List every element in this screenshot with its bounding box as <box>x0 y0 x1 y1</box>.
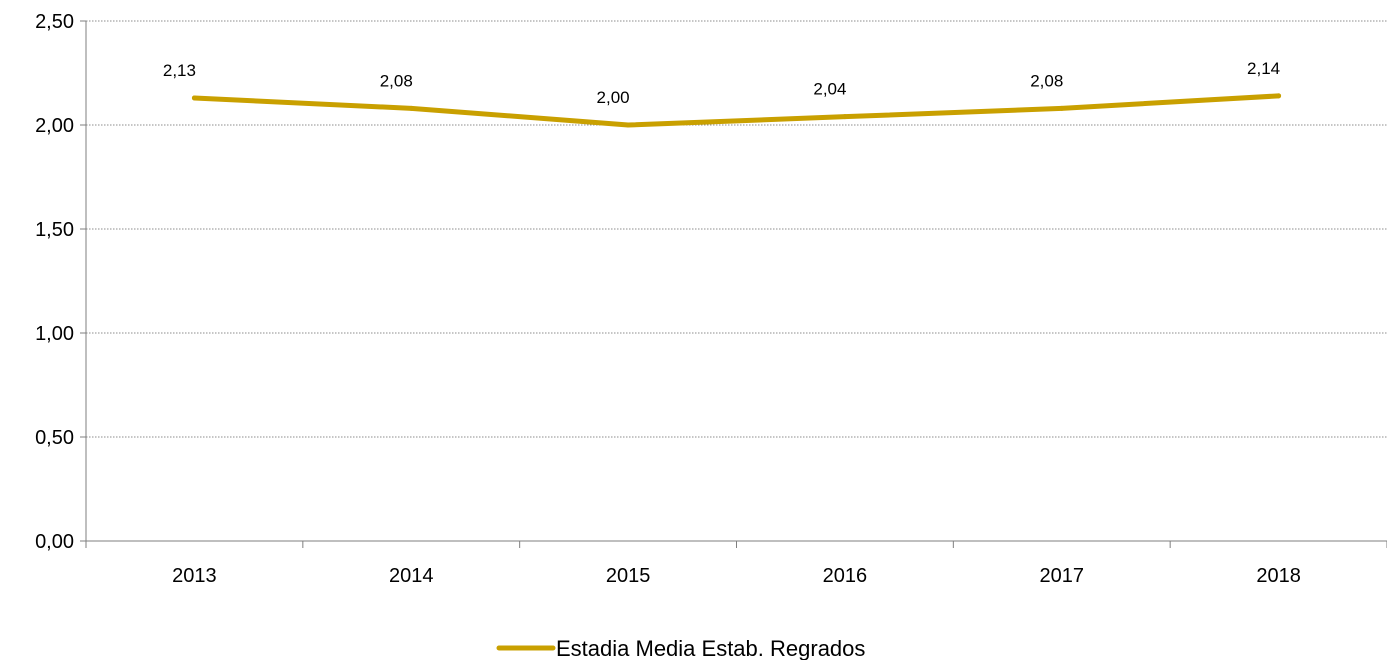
data-labels: 2,13 2,08 2,00 2,04 2,08 2,14 <box>163 59 1280 107</box>
data-label: 2,04 <box>813 80 846 99</box>
data-label: 2,13 <box>163 61 196 80</box>
y-tick-labels: 0,00 0,50 1,00 1,50 2,00 2,50 <box>35 11 74 553</box>
y-tick-label: 2,00 <box>35 115 74 137</box>
y-tick-label: 2,50 <box>35 11 74 33</box>
x-tick-label: 2014 <box>389 565 434 587</box>
x-tick-label: 2017 <box>1040 565 1085 587</box>
x-ticks <box>85 541 1387 548</box>
series-group <box>191 93 1282 128</box>
data-label: 2,08 <box>1030 71 1063 90</box>
x-tick-labels: 2013 2014 2015 2016 2017 2018 <box>172 565 1301 587</box>
data-point <box>1276 93 1282 99</box>
data-point <box>1059 105 1065 111</box>
gridlines <box>86 20 1387 438</box>
x-tick-label: 2016 <box>823 565 868 587</box>
y-tick-label: 1,00 <box>35 323 74 345</box>
x-tick-label: 2013 <box>172 565 217 587</box>
data-label: 2,14 <box>1247 59 1280 78</box>
y-tick-label: 1,50 <box>35 219 74 241</box>
data-point <box>191 95 197 101</box>
legend-label: Estadia Media Estab. Regrados <box>556 636 865 660</box>
y-tick-label: 0,50 <box>35 427 74 449</box>
series-line <box>191 93 1282 128</box>
data-label: 2,00 <box>597 88 630 107</box>
x-tick-label: 2018 <box>1256 565 1301 587</box>
x-tick-label: 2015 <box>606 565 651 587</box>
legend: Estadia Media Estab. Regrados <box>496 636 865 660</box>
data-point <box>625 122 631 128</box>
y-tick-label: 0,00 <box>35 531 74 553</box>
data-point <box>408 105 414 111</box>
data-label: 2,08 <box>380 71 413 90</box>
data-point <box>842 114 848 120</box>
